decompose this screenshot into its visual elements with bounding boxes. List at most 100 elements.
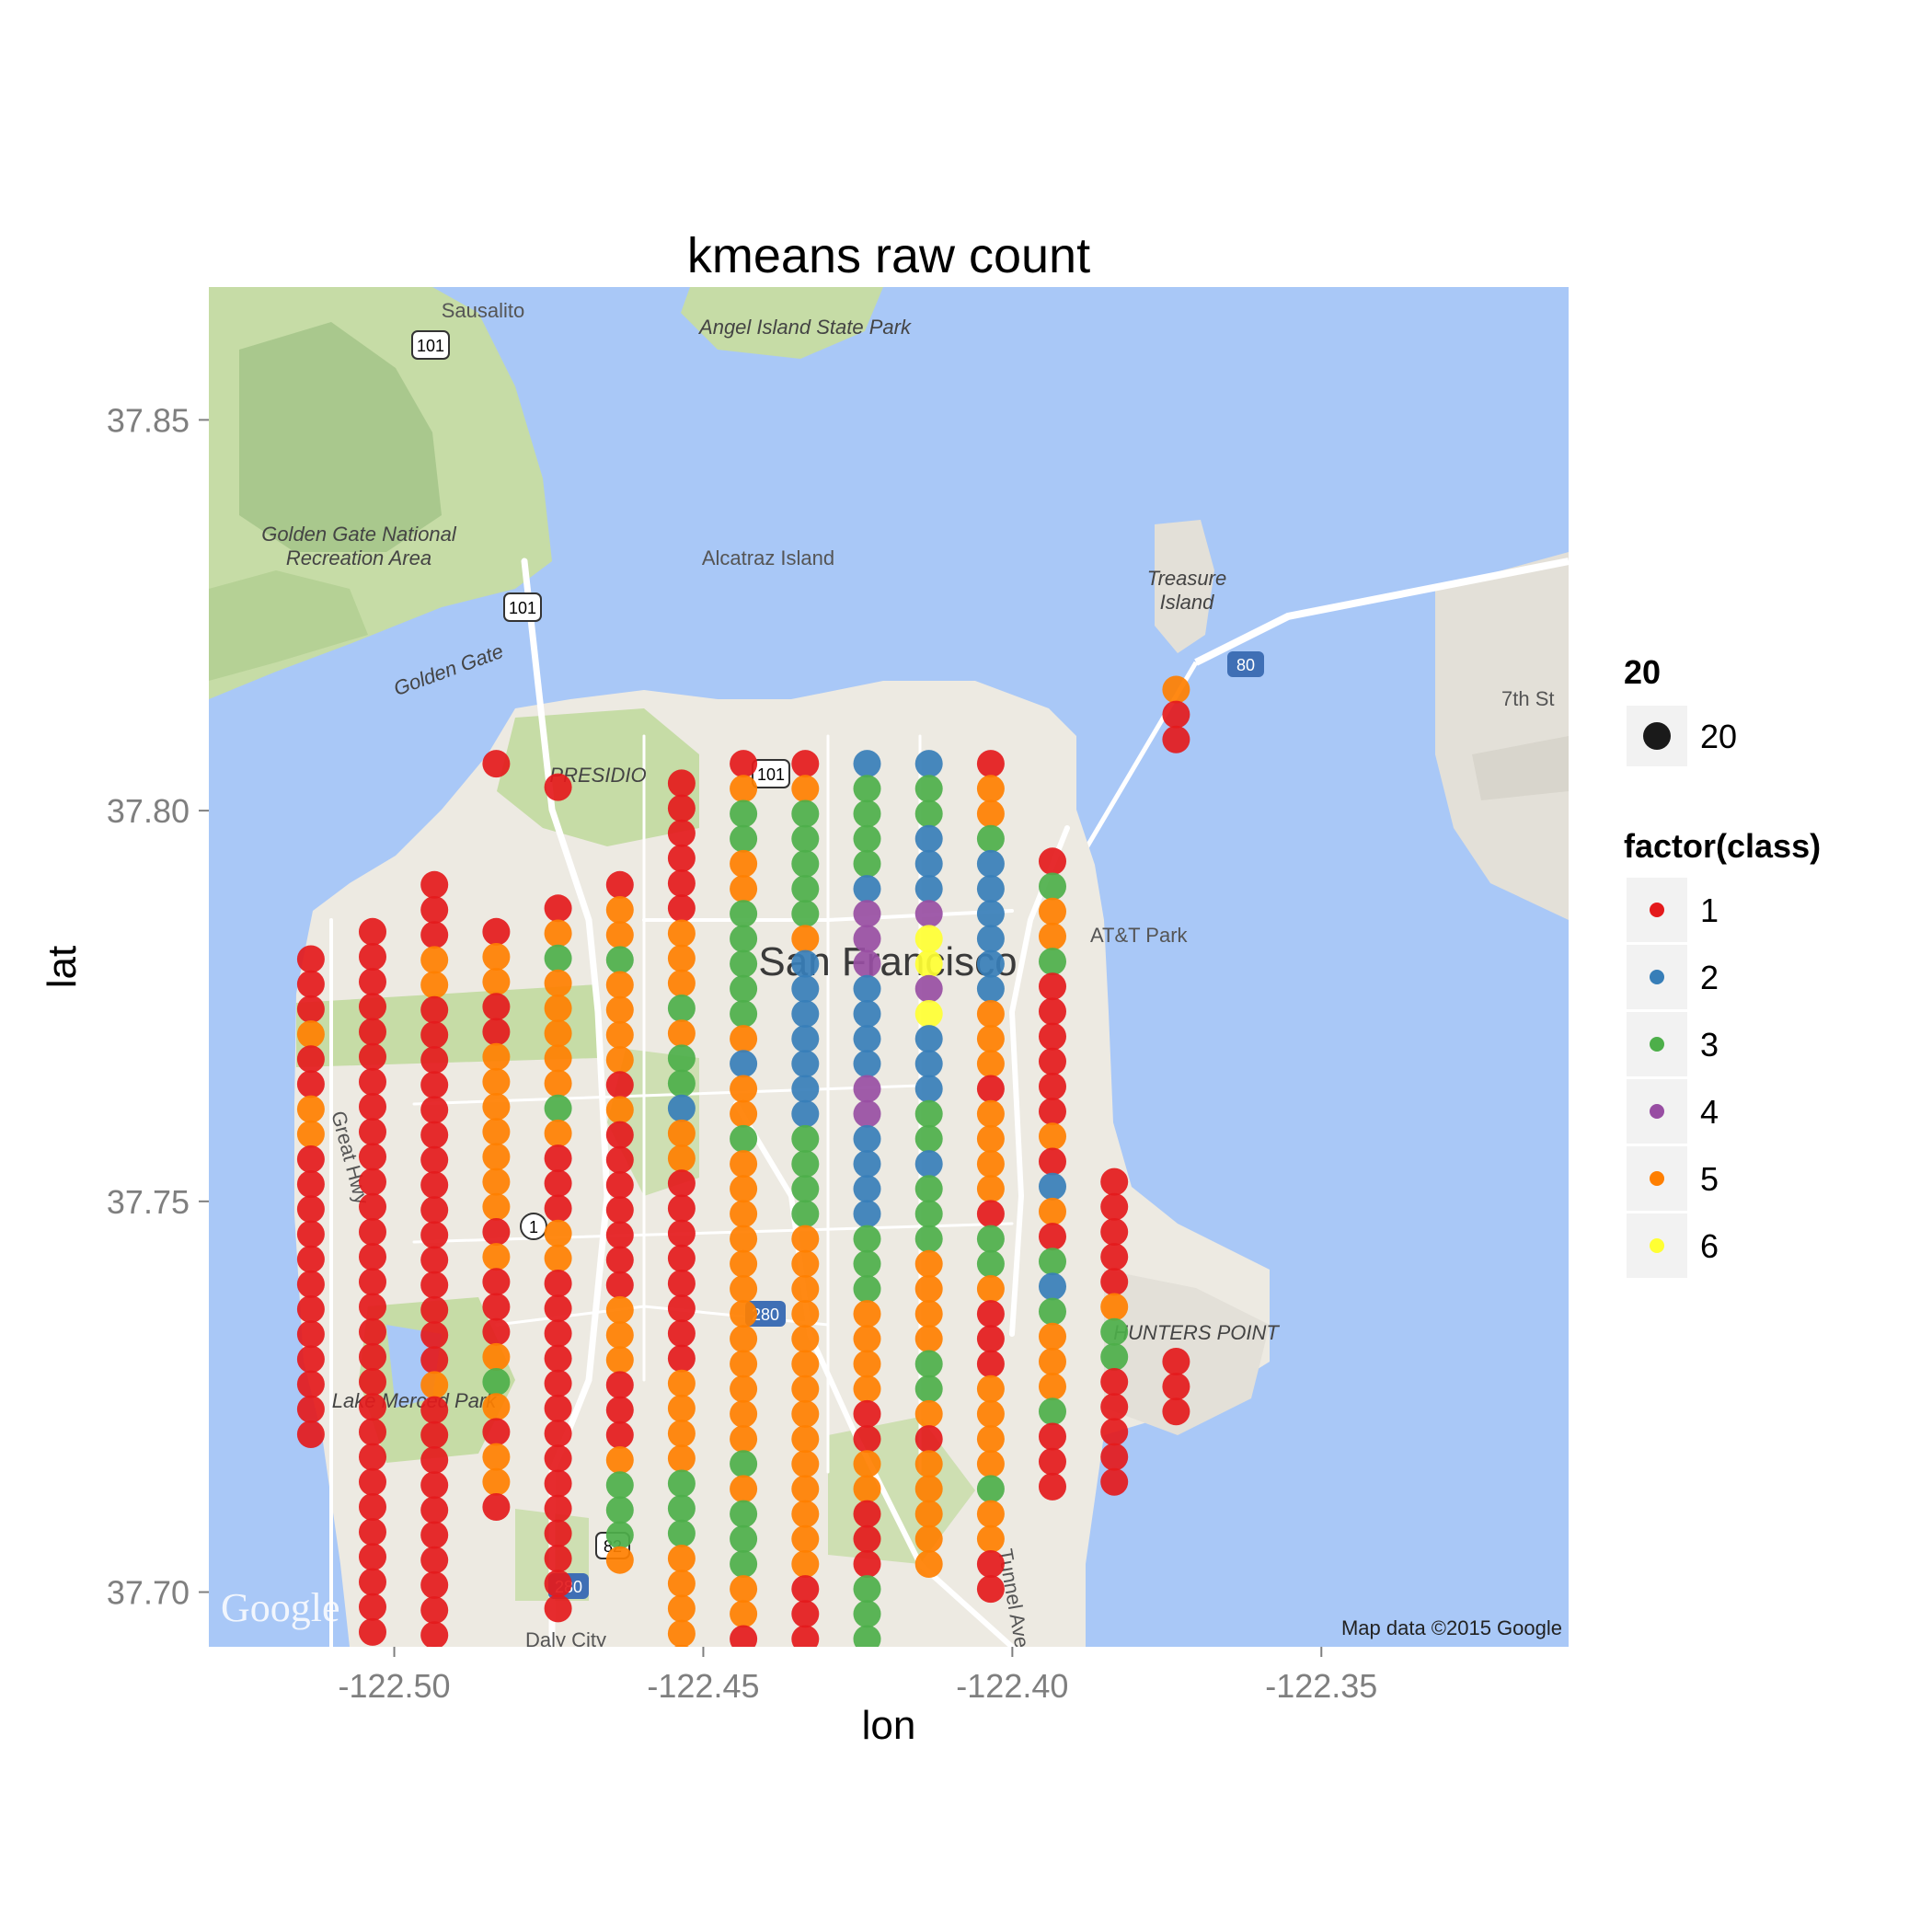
data-point [544, 1594, 572, 1623]
data-point [791, 1175, 820, 1203]
y-tick-label: 37.85 [107, 401, 190, 439]
data-point [791, 1475, 820, 1503]
data-point [791, 1150, 820, 1179]
data-point [296, 1045, 325, 1074]
data-point [730, 1399, 758, 1428]
data-point [296, 1095, 325, 1123]
data-point [791, 1399, 820, 1428]
data-point [730, 1124, 758, 1153]
data-point [605, 995, 634, 1024]
data-point [544, 1194, 572, 1223]
data-point [914, 1500, 943, 1528]
legend-class: factor(class) 1 2 3 4 5 6 [1624, 827, 1821, 1278]
sf-peninsula [294, 681, 1270, 1647]
data-point [544, 1394, 572, 1422]
data-point [1100, 1293, 1129, 1321]
data-point [673, 1644, 689, 1647]
data-point [976, 824, 1005, 853]
data-point [1039, 997, 1066, 1026]
data-point [296, 1420, 325, 1448]
data-point [296, 945, 325, 973]
data-point [1100, 1268, 1129, 1296]
data-point [976, 1124, 1005, 1153]
data-point [359, 993, 386, 1021]
data-point [359, 1268, 386, 1296]
data-point [544, 773, 572, 801]
data-point [420, 1570, 449, 1599]
data-point [853, 1325, 881, 1353]
data-point [605, 946, 634, 974]
data-point [853, 849, 881, 878]
data-point [853, 900, 881, 928]
data-point [853, 1050, 881, 1078]
data-point [914, 1300, 943, 1328]
data-point [667, 819, 696, 847]
data-point [1100, 1218, 1129, 1246]
data-point [914, 949, 943, 978]
data-point [791, 949, 820, 978]
data-point [482, 1118, 511, 1146]
data-point [420, 1446, 449, 1474]
data-point [914, 1450, 943, 1478]
label-treasure-1: Treasure [1147, 567, 1226, 590]
data-point [976, 1325, 1005, 1353]
data-point [976, 1200, 1005, 1228]
data-point [853, 824, 881, 853]
data-point [730, 949, 758, 978]
data-point [976, 1150, 1005, 1179]
data-point [420, 1546, 449, 1574]
data-point [359, 917, 386, 946]
shield-ca1: 1 [529, 1218, 538, 1236]
data-point [1162, 1397, 1190, 1426]
data-point [730, 875, 758, 903]
data-point [420, 1596, 449, 1625]
data-point [1100, 1368, 1129, 1396]
data-point [605, 921, 634, 949]
data-point [667, 1469, 696, 1498]
data-point [791, 849, 820, 878]
data-point [730, 1600, 758, 1628]
data-point [420, 1071, 449, 1099]
legend-key-dot [1650, 1171, 1664, 1186]
data-point [359, 1218, 386, 1246]
data-point [296, 1220, 325, 1248]
data-point [914, 750, 943, 778]
data-point [667, 1219, 696, 1248]
data-point [667, 1519, 696, 1547]
data-point [420, 1396, 449, 1424]
data-point [853, 1575, 881, 1604]
data-point [667, 969, 696, 997]
data-point [482, 1167, 511, 1196]
data-point [730, 1475, 758, 1503]
data-point [482, 1493, 511, 1521]
data-point [1039, 1447, 1066, 1476]
data-point [853, 799, 881, 828]
data-point [1100, 1317, 1129, 1346]
data-point [544, 1420, 572, 1448]
data-point [359, 1493, 386, 1521]
data-point [482, 1443, 511, 1471]
data-point [730, 1500, 758, 1528]
data-point [359, 1342, 386, 1371]
data-point [605, 971, 634, 999]
data-point [359, 1293, 386, 1321]
data-point [482, 1467, 511, 1496]
data-point [605, 1145, 634, 1174]
data-point [667, 944, 696, 972]
data-point [482, 917, 511, 946]
data-point [730, 1150, 758, 1179]
data-point [296, 970, 325, 998]
data-point [667, 1570, 696, 1598]
marin-coast [209, 570, 368, 681]
data-point [730, 750, 758, 778]
data-point [791, 1099, 820, 1128]
data-point [730, 1350, 758, 1378]
data-point [976, 1225, 1005, 1253]
legend-entry-label: 4 [1700, 1093, 1719, 1131]
data-point [853, 875, 881, 903]
data-point [605, 1346, 634, 1374]
data-point [914, 1325, 943, 1353]
data-point [791, 1550, 820, 1578]
data-point [730, 925, 758, 953]
